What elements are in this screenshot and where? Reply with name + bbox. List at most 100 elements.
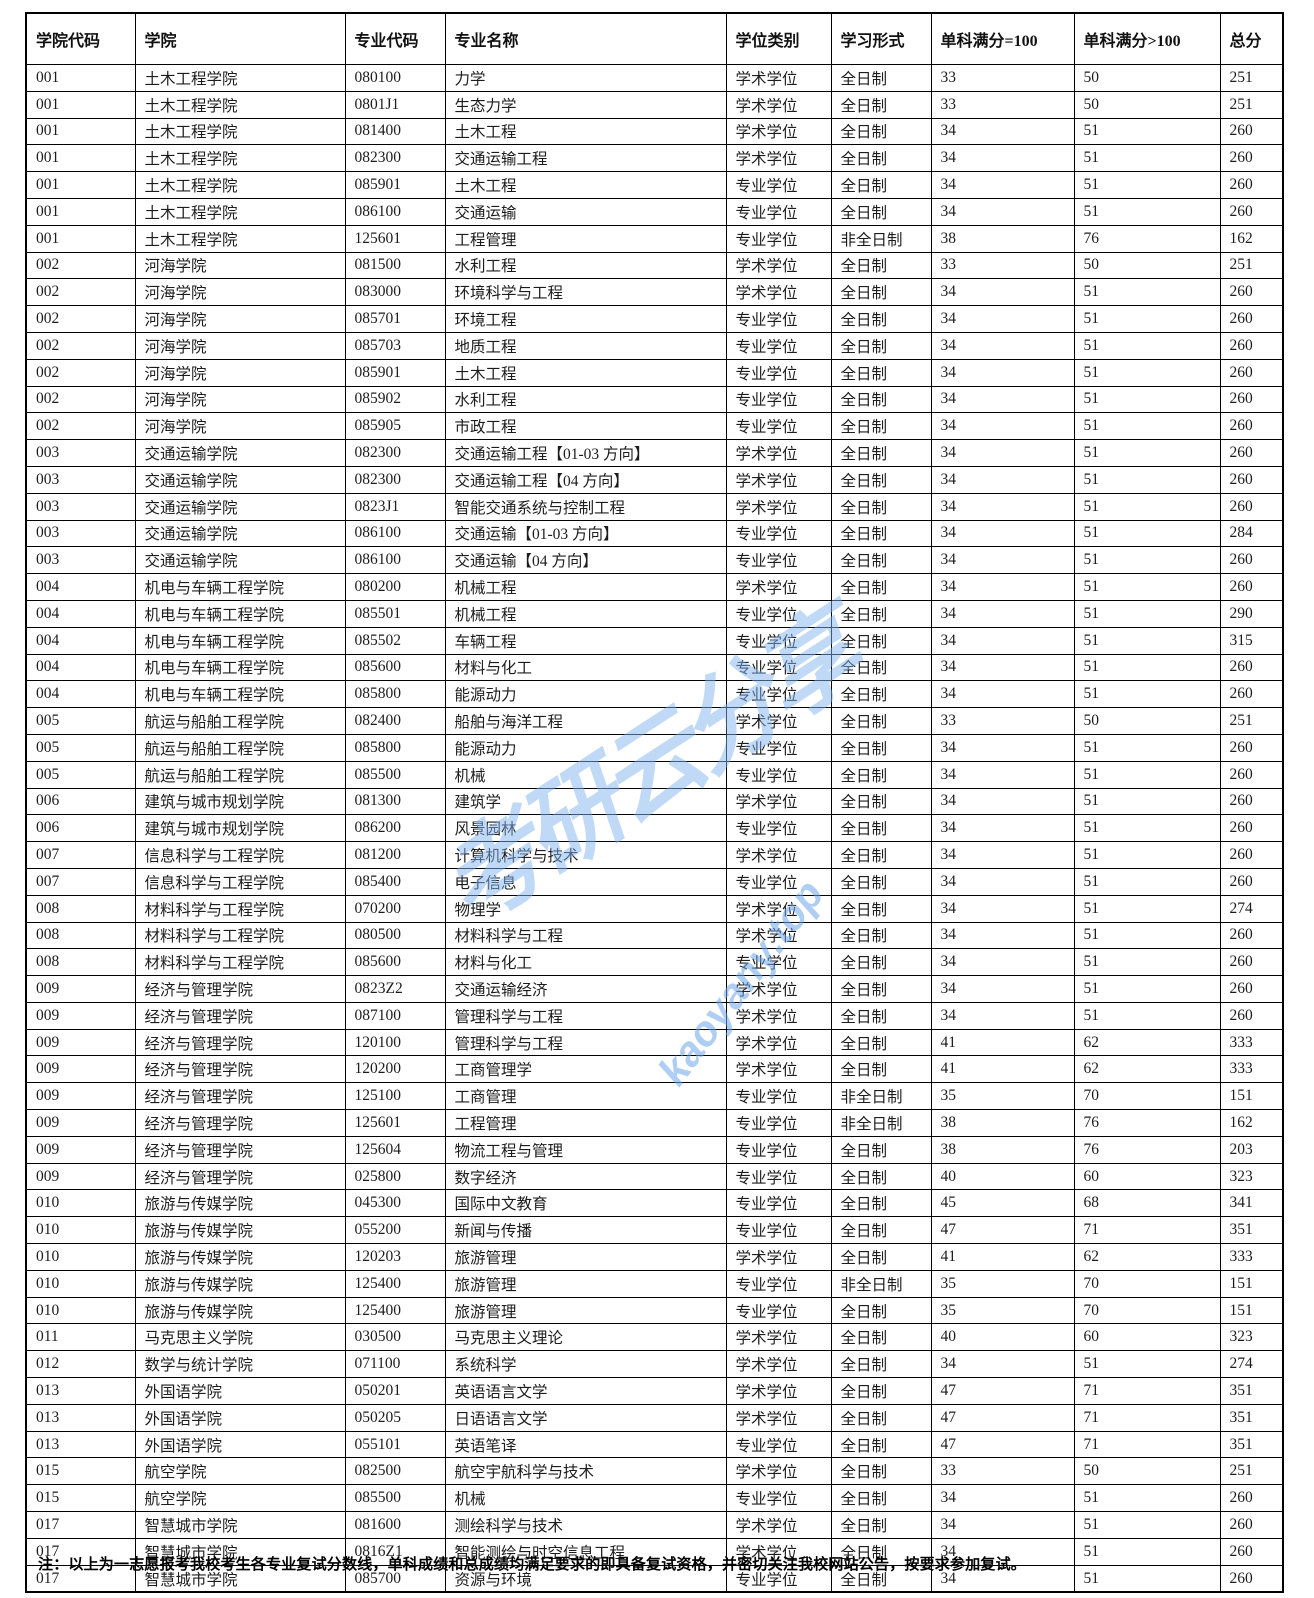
- table-cell: 学术学位: [725, 278, 832, 307]
- table-cell: 086100: [344, 519, 446, 548]
- table-cell: 34: [930, 599, 1075, 628]
- table-cell: 交通运输工程【01-03 方向】: [444, 439, 727, 467]
- table-cell: 162: [1219, 224, 1284, 253]
- table-cell: 41: [930, 1055, 1075, 1084]
- table-cell: 34: [930, 278, 1075, 307]
- table-cell: 284: [1219, 519, 1284, 548]
- table-cell: 全日制: [830, 814, 932, 843]
- table-cell: 河海学院: [134, 331, 346, 360]
- table-cell: 085901: [344, 358, 446, 387]
- table-cell: 010: [25, 1189, 136, 1218]
- table-cell: 013: [25, 1377, 136, 1405]
- table-cell: 专业学位: [725, 1135, 832, 1164]
- table-cell: 51: [1073, 733, 1221, 762]
- table-cell: 62: [1073, 1028, 1221, 1057]
- table-cell: 专业学位: [725, 171, 832, 199]
- table-row: 004 机电与车辆工程学院 085501 机械工程 专业学位 全日制 34 51 290: [25, 599, 1284, 628]
- table-row: 005 航运与船舶工程学院 082400 船舶与海洋工程 学术学位 全日制 33 50 251: [25, 707, 1284, 735]
- table-cell: 风景园林: [444, 814, 727, 843]
- table-cell: 全日制: [830, 1243, 932, 1271]
- table-cell: 260: [1219, 546, 1284, 575]
- table-cell: 工程管理: [444, 224, 727, 253]
- table-cell: 力学: [444, 64, 727, 92]
- table-cell: 004: [25, 626, 136, 655]
- table-cell: 085701: [344, 305, 446, 333]
- table-cell: 资源与环境: [444, 1564, 727, 1593]
- table-cell: 水利工程: [444, 251, 727, 280]
- table-cell: 专业学位: [725, 224, 832, 253]
- column-header: 学习形式: [830, 12, 932, 65]
- table-cell: 001: [25, 144, 136, 173]
- table-cell: 船舶与海洋工程: [444, 707, 727, 735]
- table-cell: 087100: [344, 1001, 446, 1030]
- table-row: 007 信息科学与工程学院 081200 计算机科学与技术 学术学位 全日制 34 51 260: [25, 841, 1284, 869]
- table-row: 004 机电与车辆工程学院 085502 车辆工程 专业学位 全日制 34 51 315: [25, 626, 1284, 655]
- table-cell: 专业学位: [725, 1484, 832, 1513]
- table-cell: 专业学位: [725, 814, 832, 843]
- table-row: 008 材料科学与工程学院 080500 材料科学与工程 学术学位 全日制 34 51 260: [25, 921, 1284, 950]
- table-cell: 35: [930, 1269, 1075, 1298]
- table-cell: 62: [1073, 1055, 1221, 1084]
- table-cell: 51: [1073, 948, 1221, 977]
- table-cell: 085502: [344, 626, 446, 655]
- table-cell: 旅游与传媒学院: [134, 1216, 346, 1245]
- table-cell: 151: [1219, 1296, 1284, 1325]
- table-row: 010 旅游与传媒学院 125400 旅游管理 专业学位 非全日制 35 70 151: [25, 1269, 1284, 1298]
- table-cell: 建筑学: [444, 787, 727, 816]
- table-cell: 机电与车辆工程学院: [134, 573, 346, 601]
- table-row: 001 土木工程学院 081400 土木工程 学术学位 全日制 34 51 260: [25, 117, 1284, 146]
- table-cell: 51: [1073, 144, 1221, 173]
- table-cell: 34: [930, 1511, 1075, 1539]
- table-cell: 005: [25, 707, 136, 735]
- table-cell: 40: [930, 1162, 1075, 1191]
- table-cell: 河海学院: [134, 358, 346, 387]
- table-cell: 交通运输学院: [134, 519, 346, 548]
- table-cell: 34: [930, 305, 1075, 333]
- table-cell: 35: [930, 1296, 1075, 1325]
- table-cell: 081400: [344, 117, 446, 146]
- table-cell: 085500: [344, 1484, 446, 1513]
- table-cell: 51: [1073, 465, 1221, 494]
- table-cell: 47: [930, 1216, 1075, 1245]
- table-cell: 009: [25, 1028, 136, 1057]
- table-cell: 专业学位: [725, 733, 832, 762]
- table-cell: 004: [25, 573, 136, 601]
- table-cell: 341: [1219, 1189, 1284, 1218]
- table-row: 013 外国语学院 050205 日语语言文学 学术学位 全日制 47 71 351: [25, 1403, 1284, 1432]
- table-cell: 76: [1073, 224, 1221, 253]
- table-cell: 001: [25, 90, 136, 119]
- table-cell: 260: [1219, 975, 1284, 1003]
- table-cell: 260: [1219, 733, 1284, 762]
- table-cell: 315: [1219, 626, 1284, 655]
- table-cell: 71: [1073, 1377, 1221, 1405]
- table-cell: 机电与车辆工程学院: [134, 599, 346, 628]
- column-header: 学院代码: [25, 12, 136, 65]
- table-cell: 002: [25, 358, 136, 387]
- table-cell: 机械工程: [444, 573, 727, 601]
- table-cell: 260: [1219, 117, 1284, 146]
- table-cell: 002: [25, 412, 136, 441]
- table-cell: 交通运输学院: [134, 439, 346, 467]
- table-cell: 34: [930, 921, 1075, 950]
- table-cell: 51: [1073, 331, 1221, 360]
- table-cell: 260: [1219, 1001, 1284, 1030]
- table-cell: 全日制: [830, 1403, 932, 1432]
- table-cell: 51: [1073, 492, 1221, 521]
- table-cell: 51: [1073, 1537, 1221, 1566]
- table-cell: 290: [1219, 599, 1284, 628]
- table-cell: 全日制: [830, 1484, 932, 1513]
- table-cell: 251: [1219, 64, 1284, 92]
- table-cell: 全日制: [830, 1323, 932, 1352]
- table-cell: 土木工程学院: [134, 64, 346, 92]
- table-cell: 全日制: [830, 546, 932, 575]
- table-cell: 非全日制: [830, 1082, 932, 1111]
- table-cell: 34: [930, 653, 1075, 682]
- table-cell: 008: [25, 948, 136, 977]
- table-cell: 物理学: [444, 894, 727, 923]
- table-cell: 学术学位: [725, 787, 832, 816]
- table-cell: 材料与化工: [444, 653, 727, 682]
- table-cell: 材料与化工: [444, 948, 727, 977]
- table-cell: 125601: [344, 1109, 446, 1137]
- table-cell: 009: [25, 975, 136, 1003]
- table-cell: 47: [930, 1377, 1075, 1405]
